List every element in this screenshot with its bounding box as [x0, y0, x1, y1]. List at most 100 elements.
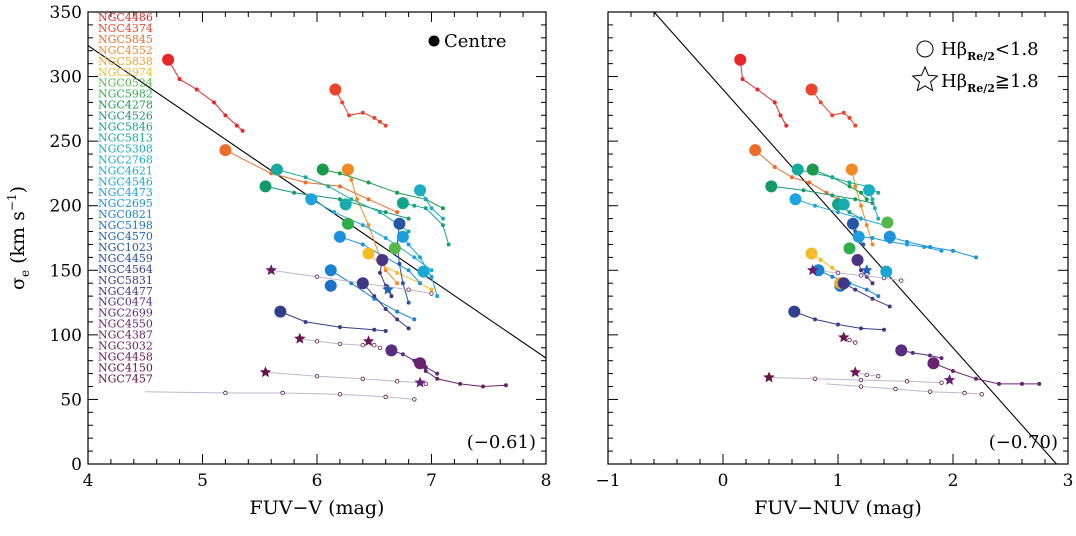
profile-line: [768, 377, 942, 384]
x-tick-label: 4: [83, 471, 94, 491]
profile-point: [870, 296, 875, 301]
x-tick-label: 3: [1063, 471, 1074, 491]
profile-line: [334, 89, 386, 127]
profile-point: [377, 210, 382, 215]
profile-point: [870, 197, 875, 202]
profile-point: [383, 235, 388, 240]
profile-point: [429, 274, 434, 279]
profile-point: [377, 345, 383, 350]
profile-point: [928, 245, 933, 250]
profile-point: [830, 265, 835, 270]
profile-point: [397, 261, 402, 266]
y-tick-label: 250: [50, 132, 82, 152]
legend-open-circle: [916, 40, 934, 58]
galaxy-label: NGC2768: [98, 153, 153, 166]
galaxy-label: NGC5846: [98, 121, 153, 134]
profile-point: [395, 309, 400, 314]
profile-line: [858, 236, 942, 252]
profile-point: [223, 390, 228, 396]
profile-line: [145, 391, 415, 400]
centre-marker: [414, 184, 427, 197]
profile-point: [836, 322, 841, 327]
profile-point: [412, 203, 417, 208]
profile-point: [394, 379, 400, 384]
profile-point: [349, 197, 354, 202]
profile-line: [754, 149, 839, 200]
profile-point: [211, 100, 216, 105]
profile-line: [322, 169, 444, 209]
profile-point: [1037, 381, 1042, 386]
profile-point: [939, 380, 944, 385]
profile-point: [859, 203, 864, 208]
galaxy-label: NGC5838: [98, 55, 153, 68]
profile-point: [366, 223, 371, 228]
profile-point: [740, 77, 745, 82]
galaxy-label: NGC4486: [98, 11, 153, 24]
profile-point: [830, 193, 835, 198]
centre-marker: [880, 265, 893, 278]
profile-point: [847, 337, 852, 343]
x-axis-title: FUV−NUV (mag): [754, 497, 922, 519]
galaxy-label: NGC5813: [98, 131, 153, 144]
profile-point: [423, 197, 428, 202]
profile-point: [395, 190, 400, 195]
centre-marker: [765, 180, 778, 193]
galaxy-label: NGC2699: [98, 307, 153, 320]
centre-marker: [414, 357, 427, 370]
panel-left: 4 5 6 7 8 0 50 100 150 200 250 300 350 FUV−V (mag) σe …: [5, 3, 551, 519]
y-tick-label: 350: [50, 3, 82, 23]
profile-point: [864, 372, 869, 378]
profile-point: [801, 188, 806, 193]
profile-point: [927, 389, 933, 394]
profile-point: [423, 381, 428, 387]
profile-point: [859, 268, 864, 273]
profile-point: [813, 203, 818, 208]
legend-centre-label: Centre: [444, 31, 507, 52]
profile-point: [429, 206, 434, 211]
profile-point: [337, 341, 343, 347]
profile-point: [882, 327, 887, 332]
profile-point: [303, 175, 308, 180]
profile-line: [347, 169, 398, 284]
profile-point: [928, 353, 933, 358]
centre-star: [265, 264, 277, 276]
profile-point: [812, 376, 818, 381]
profile-point: [395, 210, 400, 215]
profile-point: [876, 216, 881, 221]
profile-point: [872, 206, 877, 211]
profile-point: [870, 281, 875, 286]
x-tick-label: 1: [833, 471, 844, 491]
galaxy-label: NGC3032: [98, 340, 153, 353]
profile-point: [383, 210, 388, 215]
centre-marker: [749, 144, 762, 157]
profile-point: [887, 304, 892, 309]
y-tick-label: 200: [50, 197, 82, 217]
centre-marker: [845, 163, 858, 176]
profile-point: [841, 110, 846, 115]
legend-open-star: [911, 65, 939, 92]
profile-point: [395, 270, 400, 275]
y-tick-label: 50: [60, 390, 82, 410]
centre-marker: [863, 184, 876, 197]
profile-point: [830, 274, 835, 279]
centre-marker: [895, 344, 908, 357]
galaxy-label: NGC4564: [98, 263, 153, 276]
profile-point: [974, 376, 979, 381]
profile-point: [340, 100, 345, 105]
centre-marker: [837, 198, 850, 211]
fit-line: [88, 45, 546, 359]
legend-centre-marker: [428, 35, 440, 47]
legend-hbeta-label: HβRe/2<1.8: [941, 39, 1039, 63]
profile-point: [835, 270, 841, 276]
profile-point: [772, 164, 777, 169]
profile-point: [939, 248, 944, 253]
centre-star: [861, 264, 873, 276]
profile-point: [429, 291, 434, 296]
centre-marker: [805, 247, 818, 260]
profile-point: [435, 371, 440, 376]
legend-hbeta-label: HβRe/2≧1.8: [941, 71, 1039, 95]
centre-marker: [846, 217, 859, 230]
centre-marker: [341, 163, 354, 176]
profile-point: [429, 287, 434, 292]
profile-point: [853, 340, 858, 345]
